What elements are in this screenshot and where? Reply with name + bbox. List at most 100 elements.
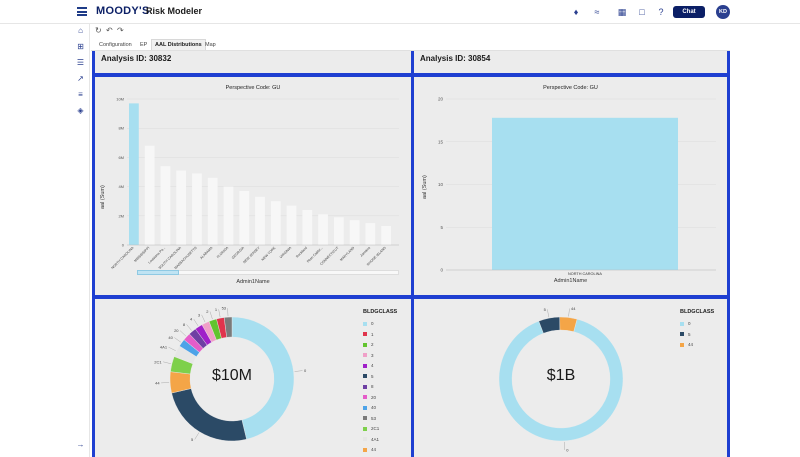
refresh-icon[interactable]: ↻	[95, 26, 102, 35]
y-tick-label: 10	[438, 182, 444, 187]
legend-label: 1	[371, 331, 374, 337]
tab-bar: Configuration EP AAL Distributions Map	[91, 38, 730, 51]
legend-swatch	[363, 374, 367, 379]
slice-label: 5	[191, 437, 194, 442]
legend-item[interactable]: 4	[363, 363, 374, 369]
y-tick-label: 0	[122, 243, 125, 248]
table-icon[interactable]: ☰	[76, 58, 85, 67]
activity-icon[interactable]: ≈	[594, 7, 600, 17]
slice-leader	[227, 308, 229, 317]
help-icon[interactable]: ?	[658, 7, 664, 17]
legend-title: BLDGCLASS	[363, 309, 398, 315]
expand-icon[interactable]: →	[76, 440, 85, 449]
legend-item[interactable]: 8	[363, 384, 374, 390]
legend-swatch	[363, 353, 367, 358]
y-tick-label: 0	[440, 268, 443, 273]
tab-map[interactable]: Map	[205, 42, 216, 48]
chart-scroll-thumb[interactable]	[137, 270, 179, 275]
legend-item[interactable]: 2	[363, 342, 374, 348]
legend-item[interactable]: 0	[680, 321, 691, 327]
x-tick-label: NORTH CAROLINA	[110, 245, 135, 270]
y-tick-label: 5	[440, 225, 443, 230]
slice-label: 2	[206, 309, 209, 314]
dashboard-grid: Analysis ID: 30832 Analysis ID: 30854 Pe…	[92, 51, 730, 457]
slice-leader	[174, 337, 181, 343]
legend-swatch	[363, 321, 367, 326]
slice-leader	[201, 314, 206, 323]
y-tick-label: 6M	[118, 155, 124, 160]
grid-icon[interactable]: ▦	[617, 7, 627, 17]
legend-item[interactable]: 40	[363, 405, 376, 411]
slice-label: 1	[215, 307, 218, 312]
legend-label: 0	[688, 321, 691, 326]
legend-item[interactable]: 3	[363, 353, 374, 359]
chart-icon[interactable]: ↗	[77, 74, 84, 83]
bar	[176, 170, 187, 245]
bar	[270, 201, 281, 245]
legend-swatch	[363, 384, 367, 389]
legend-item[interactable]: 4A1	[363, 437, 379, 443]
x-tick-label: FLORIDA	[216, 245, 230, 259]
legend-item[interactable]: 0	[363, 321, 374, 327]
slice-leader	[163, 361, 171, 364]
legend-swatch	[363, 342, 367, 347]
y-axis-title: aal (Sum)	[100, 185, 106, 209]
redo-icon[interactable]: ↷	[117, 26, 124, 35]
legend-item[interactable]: 5	[680, 332, 691, 338]
y-axis-title: aal (Sum)	[422, 175, 428, 199]
legend-item[interactable]: 2C1	[363, 426, 379, 432]
tab-configuration[interactable]: Configuration	[99, 42, 132, 48]
chat-button[interactable]: Chat	[673, 6, 705, 18]
bar	[333, 217, 344, 245]
slice-label: 44	[155, 380, 160, 385]
slice-leader	[194, 432, 200, 440]
avatar[interactable]: KD	[716, 5, 730, 19]
legend-swatch	[363, 447, 367, 452]
legend-label: 4	[371, 363, 374, 368]
bar	[239, 190, 250, 245]
legend-label: 3	[371, 352, 374, 358]
donut-chart-right: 0 5 44	[498, 306, 624, 452]
bar	[255, 196, 265, 245]
sliders-icon[interactable]: ≡	[78, 90, 83, 99]
bar	[365, 223, 376, 245]
legend-swatch	[363, 395, 367, 400]
legend-item[interactable]: 44	[363, 447, 376, 453]
add-icon[interactable]: ⊞	[77, 42, 84, 51]
legend-item[interactable]: 20	[363, 395, 376, 401]
legend-item[interactable]: 5	[363, 374, 374, 380]
legend-label: 2	[371, 342, 374, 347]
x-axis-title: Admin1Name	[236, 279, 270, 285]
tab-aal-distributions[interactable]: AAL Distributions	[151, 39, 206, 50]
legend-item[interactable]: 53	[363, 416, 376, 422]
home-icon[interactable]: ⌂	[78, 26, 83, 35]
slice-label: 0	[566, 447, 569, 452]
legend-swatch	[680, 342, 684, 347]
slice-label: 2C1	[154, 359, 162, 364]
donut-panel-right: 0 5 44 $1B BLDGCLASS 0 5 44	[414, 299, 727, 457]
legend-swatch	[363, 437, 367, 442]
slice-label: 8	[183, 322, 186, 327]
legend-item[interactable]: 1	[363, 332, 374, 338]
legend-swatch	[363, 332, 367, 337]
tab-ep[interactable]: EP	[140, 42, 148, 48]
bar	[318, 214, 328, 245]
slice-label: 3	[198, 312, 201, 317]
bell-icon[interactable]: ♦	[573, 7, 579, 17]
y-tick-label: 20	[438, 97, 444, 102]
legend-item[interactable]: 44	[680, 342, 693, 348]
layers-icon[interactable]: ◈	[77, 106, 84, 115]
bar-chart-panel-left: Perspective Code: GU 0 2M 4M 6M 8M 10M NORTH C…	[95, 77, 411, 295]
messages-icon[interactable]: □	[639, 7, 645, 17]
legend-label: 4A1	[371, 436, 380, 442]
legend-label: 5	[371, 373, 374, 379]
slice-leader	[547, 309, 550, 318]
analysis-title: Analysis ID: 30854	[420, 54, 491, 63]
menu-icon[interactable]	[77, 7, 87, 16]
undo-icon[interactable]: ↶	[106, 26, 113, 35]
slice-leader	[168, 346, 176, 351]
slice-leader	[179, 330, 187, 337]
legend-label: 2C1	[371, 426, 380, 431]
